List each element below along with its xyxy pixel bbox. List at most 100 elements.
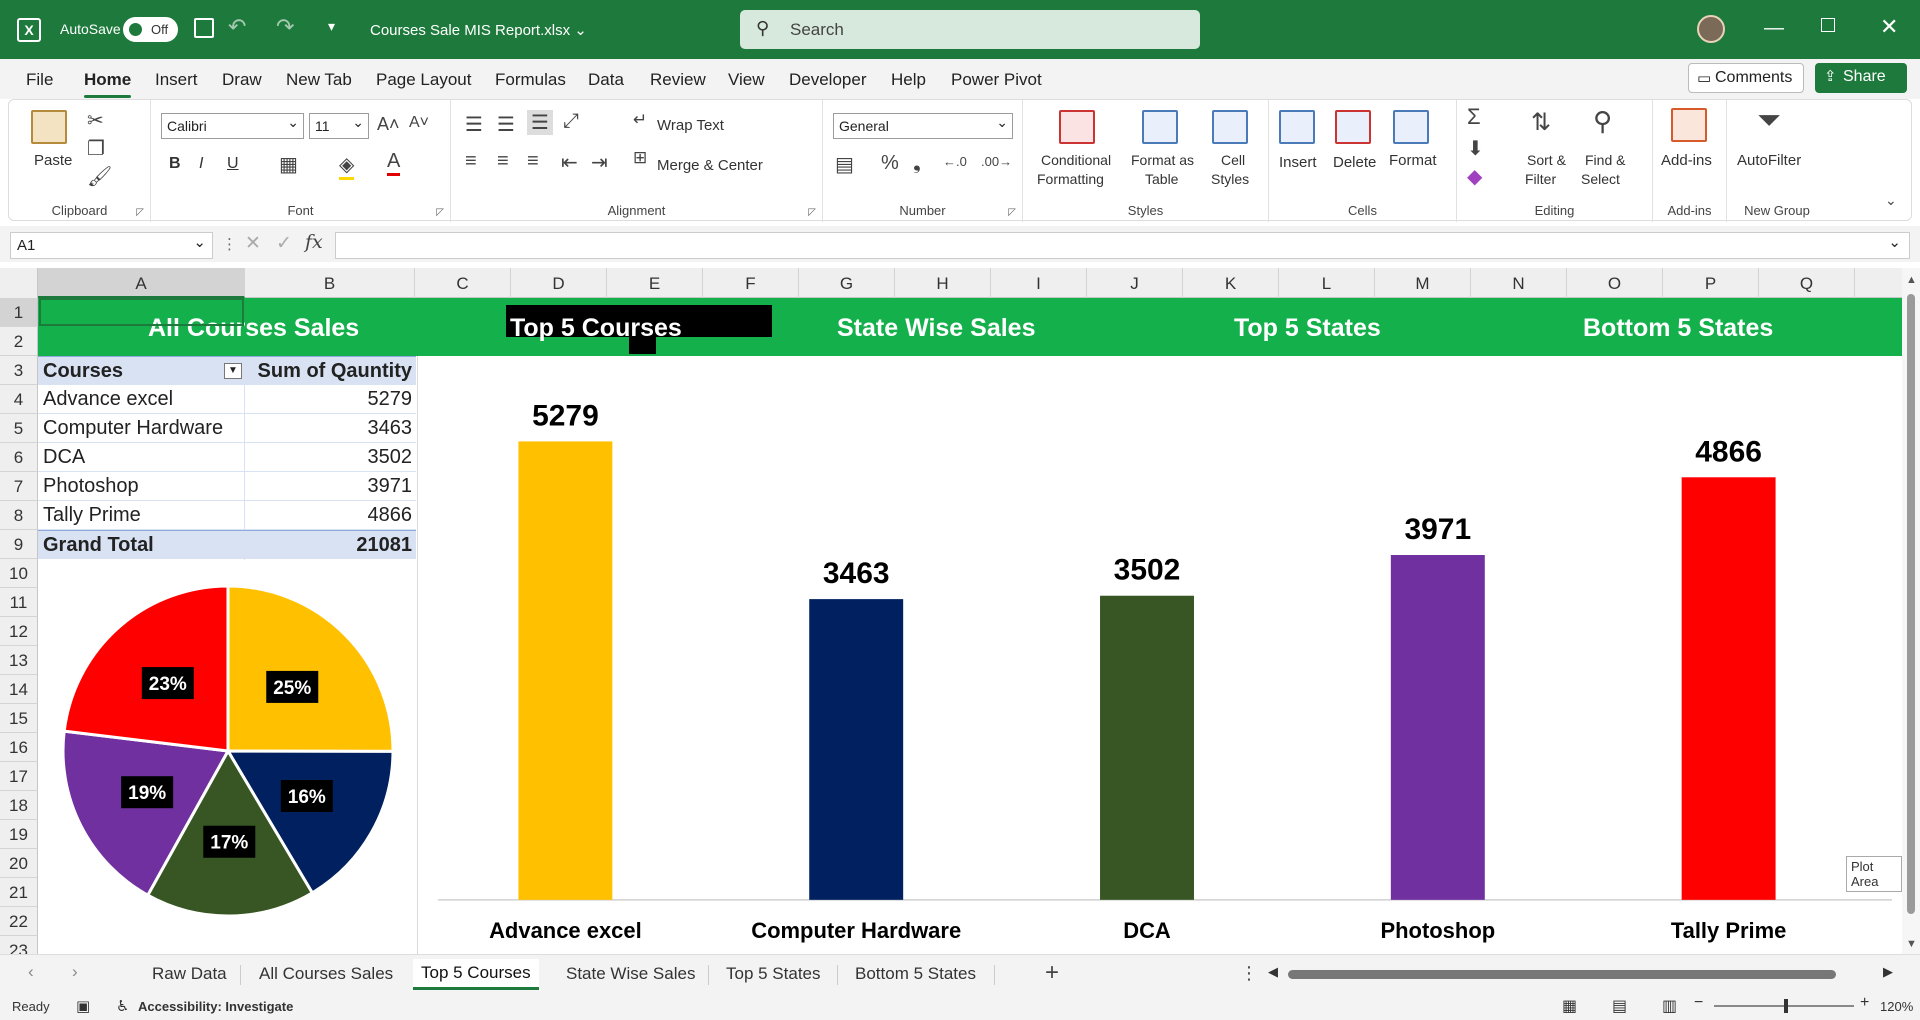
sort-filter-line1[interactable]: Sort &: [1527, 152, 1566, 168]
column-header-g[interactable]: G: [799, 268, 895, 298]
select-all-corner[interactable]: [0, 268, 38, 298]
column-header-b[interactable]: B: [245, 268, 415, 298]
conditional-formatting-line1[interactable]: Conditional: [1041, 152, 1112, 168]
column-header-h[interactable]: H: [895, 268, 991, 298]
row-header-22[interactable]: 22: [0, 907, 38, 936]
addins-button[interactable]: Add-ins: [1661, 152, 1712, 169]
scroll-up-icon[interactable]: ▲: [1906, 274, 1917, 286]
autosum-icon[interactable]: Σ: [1467, 104, 1481, 129]
format-cells-button[interactable]: Format: [1389, 152, 1437, 169]
font-size-select[interactable]: 11: [309, 113, 369, 139]
column-header-m[interactable]: M: [1375, 268, 1471, 298]
file-title[interactable]: Courses Sale MIS Report.xlsx ⌄: [370, 21, 587, 39]
row-header-13[interactable]: 13: [0, 646, 38, 675]
decrease-font-icon[interactable]: A˅: [409, 114, 430, 131]
sheet-tab-raw-data[interactable]: Raw Data: [152, 964, 227, 983]
paste-label[interactable]: Paste: [34, 152, 73, 169]
autofilter-icon[interactable]: ⏷: [1757, 104, 1781, 137]
vertical-scrollbar[interactable]: ▲ ▼: [1902, 268, 1920, 954]
zoom-out-icon[interactable]: −: [1694, 994, 1704, 1011]
row-header-21[interactable]: 21: [0, 878, 38, 907]
scroll-down-icon[interactable]: ▼: [1906, 938, 1917, 950]
insert-cells-button[interactable]: Insert: [1279, 154, 1317, 171]
format-cells-icon[interactable]: [1393, 110, 1429, 144]
find-select-line1[interactable]: Find &: [1585, 152, 1626, 168]
banner-top-5-states[interactable]: Top 5 States: [1234, 314, 1381, 342]
column-header-f[interactable]: F: [703, 268, 799, 298]
italic-button[interactable]: I: [199, 155, 204, 172]
number-launcher-icon[interactable]: ◸: [1008, 207, 1016, 218]
comma-style-icon[interactable]: ❟: [913, 152, 921, 174]
find-select-line2[interactable]: Select: [1581, 171, 1620, 187]
tab-view[interactable]: View: [728, 70, 765, 89]
cancel-icon[interactable]: ✕: [245, 233, 261, 254]
align-center-icon[interactable]: ≡: [497, 150, 509, 172]
increase-font-icon[interactable]: A˄: [377, 114, 400, 134]
comments-button[interactable]: ▭ Comments: [1688, 63, 1804, 93]
tab-developer[interactable]: Developer: [789, 70, 867, 89]
more-options-icon[interactable]: ⋮: [222, 236, 237, 253]
paste-icon[interactable]: [31, 110, 67, 144]
page-layout-view-icon[interactable]: ▤: [1612, 998, 1628, 1015]
decrease-decimal-icon[interactable]: .00→: [981, 154, 1013, 169]
sheet-tab-bottom-5-states[interactable]: Bottom 5 States: [855, 964, 976, 983]
column-header-k[interactable]: K: [1183, 268, 1279, 298]
formula-input[interactable]: [335, 232, 1910, 259]
row-header-11[interactable]: 11: [0, 588, 38, 617]
underline-button[interactable]: U: [227, 155, 239, 172]
sheet-options-icon[interactable]: ⋮: [1240, 963, 1258, 983]
vertical-scroll-thumb[interactable]: [1907, 294, 1915, 914]
cut-icon[interactable]: ✂: [87, 110, 104, 132]
macro-record-icon[interactable]: ▣: [76, 998, 91, 1015]
name-box[interactable]: A1: [10, 232, 213, 259]
bar[interactable]: [809, 599, 904, 900]
tab-formulas[interactable]: Formulas: [495, 70, 566, 89]
row-header-15[interactable]: 15: [0, 704, 38, 733]
bar[interactable]: [518, 441, 613, 900]
number-format-select[interactable]: General: [833, 113, 1013, 139]
cell-styles-icon[interactable]: [1212, 110, 1248, 144]
merge-center-button[interactable]: Merge & Center: [657, 157, 763, 174]
share-button[interactable]: ⇪ Share: [1815, 63, 1907, 93]
insert-cells-icon[interactable]: [1279, 110, 1315, 144]
align-left-icon[interactable]: ≡: [465, 150, 477, 172]
row-header-4[interactable]: 4: [0, 385, 38, 414]
pie-slice[interactable]: [61, 729, 231, 898]
conditional-formatting-line2[interactable]: Formatting: [1037, 171, 1104, 187]
customize-toolbar-icon[interactable]: ▾: [328, 18, 336, 34]
tab-help[interactable]: Help: [891, 70, 926, 89]
tab-home[interactable]: Home: [84, 70, 132, 98]
add-sheet-icon[interactable]: +: [1045, 959, 1060, 986]
row-header-20[interactable]: 20: [0, 849, 38, 878]
search-box[interactable]: ⚲ Search: [740, 10, 1200, 49]
banner-bottom-5-states[interactable]: Bottom 5 States: [1583, 314, 1774, 342]
tab-review[interactable]: Review: [650, 70, 706, 89]
increase-indent-icon[interactable]: ⇥: [591, 152, 608, 174]
horizontal-scroll-thumb[interactable]: [1288, 970, 1836, 979]
decrease-indent-icon[interactable]: ⇤: [561, 152, 578, 174]
banner-all-courses-sales[interactable]: All Courses Sales: [148, 314, 360, 342]
zoom-slider-thumb[interactable]: [1784, 999, 1788, 1013]
align-top-icon[interactable]: ☰: [465, 114, 483, 136]
autosave-toggle[interactable]: Off: [123, 17, 178, 42]
row-header-3[interactable]: 3: [0, 356, 38, 385]
table-row[interactable]: Photoshop 3971: [38, 472, 416, 501]
bar[interactable]: [1681, 477, 1776, 900]
prev-sheet-icon[interactable]: ‹: [28, 962, 34, 981]
next-sheet-icon[interactable]: ›: [72, 962, 78, 981]
row-header-12[interactable]: 12: [0, 617, 38, 646]
format-as-table-line1[interactable]: Format as: [1131, 152, 1195, 168]
page-break-view-icon[interactable]: ▥: [1662, 998, 1678, 1015]
sheet-tab-top-5-states[interactable]: Top 5 States: [726, 964, 821, 983]
sort-filter-line2[interactable]: Filter: [1525, 171, 1557, 187]
borders-icon[interactable]: ▦: [279, 154, 298, 176]
bar[interactable]: [1100, 595, 1194, 900]
column-header-l[interactable]: L: [1279, 268, 1375, 298]
bar-chart[interactable]: 5279 Advance excel 3463 Computer Hardware 35…: [417, 356, 1902, 954]
tab-file[interactable]: File: [26, 70, 54, 89]
copy-icon[interactable]: ❐: [87, 138, 105, 160]
minimize-icon[interactable]: —: [1764, 17, 1784, 39]
alignment-launcher-icon[interactable]: ◸: [808, 207, 816, 218]
redo-icon[interactable]: ↷: [276, 14, 295, 39]
tab-insert[interactable]: Insert: [155, 70, 198, 89]
